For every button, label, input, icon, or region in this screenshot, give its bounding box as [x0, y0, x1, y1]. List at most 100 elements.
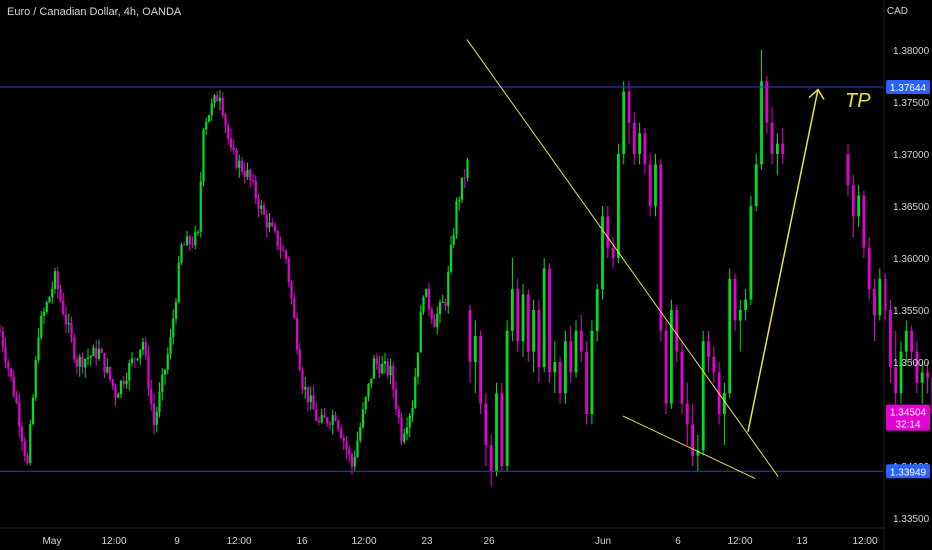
- candle-body: [728, 278, 732, 394]
- history-candle-body: [194, 232, 197, 246]
- history-candle-body: [460, 177, 464, 200]
- history-candle-body: [408, 415, 411, 428]
- history-candle-body: [414, 376, 417, 408]
- history-candle-body: [125, 380, 128, 385]
- symbol-title: Euro / Canadian Dollar, 4h, OANDA: [7, 6, 182, 18]
- history-candle-body: [419, 311, 422, 353]
- candle-body: [484, 403, 488, 446]
- history-candle-body: [166, 354, 169, 370]
- history-candle-body: [177, 262, 180, 302]
- history-candle-body: [452, 234, 455, 246]
- candle-body: [776, 143, 779, 154]
- history-candle-body: [427, 288, 431, 310]
- history-candle-body: [361, 409, 365, 428]
- history-candle-body: [323, 415, 326, 418]
- history-candle-body: [232, 147, 235, 151]
- time-tick-label: 12:00: [351, 536, 376, 547]
- candle-body: [915, 351, 919, 383]
- time-tick-label: 9: [174, 536, 180, 547]
- history-candle-body: [202, 129, 205, 182]
- history-candle-body: [306, 386, 310, 403]
- history-candle-body: [367, 383, 370, 398]
- history-candle-body: [7, 362, 10, 369]
- level-price-tag: [886, 464, 930, 479]
- time-tick-label: 13: [796, 536, 808, 547]
- history-candle-body: [15, 395, 18, 403]
- history-candle-body: [411, 407, 414, 416]
- history-candle-body: [353, 457, 356, 467]
- history-candle-body: [251, 180, 255, 182]
- history-candle-body: [117, 394, 120, 398]
- history-candle-body: [458, 199, 461, 202]
- wedge-upper-trendline[interactable]: [466, 39, 779, 477]
- history-candle-body: [436, 314, 439, 328]
- history-candle-body: [185, 236, 189, 246]
- history-candle-body: [290, 281, 293, 299]
- candle-body: [883, 278, 887, 310]
- candle-body: [579, 330, 583, 352]
- history-candle-body: [364, 397, 367, 410]
- candle-body: [670, 310, 673, 404]
- price-tick-label: 1.36000: [893, 254, 930, 265]
- candle-body: [553, 362, 557, 373]
- history-candle-body: [100, 348, 103, 354]
- history-candle-body: [26, 455, 29, 464]
- history-candle-body: [12, 376, 15, 396]
- candle-body: [733, 278, 737, 321]
- candle-body: [781, 143, 785, 154]
- history-candle-body: [18, 402, 21, 427]
- history-candle-body: [430, 309, 433, 319]
- history-candle-body: [416, 352, 420, 377]
- history-candle-body: [119, 380, 123, 395]
- history-candle-body: [287, 258, 290, 282]
- history-candle-body: [334, 415, 337, 421]
- time-tick-label: 12:00: [852, 536, 877, 547]
- history-candle-body: [397, 409, 400, 418]
- history-candle-body: [163, 369, 167, 375]
- candle-body: [558, 362, 562, 394]
- candle-body: [873, 289, 876, 316]
- trendlines-layer: [466, 39, 825, 479]
- candle-body: [627, 91, 631, 123]
- time-axis[interactable]: May 12:00 9 12:00 16 12:00 23 26 Jun 6 12:00 13 12:0…: [43, 536, 878, 547]
- time-tick-label: Jun: [595, 536, 611, 547]
- history-candle-body: [315, 409, 318, 421]
- history-candle-body: [191, 244, 194, 246]
- history-candle-body: [152, 403, 156, 426]
- history-candle-body: [133, 358, 136, 360]
- history-candle-body: [48, 296, 51, 303]
- candle-body: [590, 330, 594, 414]
- history-candle-body: [328, 423, 332, 425]
- history-candle-body: [207, 115, 211, 122]
- projection-arrow-line[interactable]: [747, 89, 819, 432]
- candle-body: [654, 164, 657, 206]
- level-price-tag: [886, 80, 930, 95]
- history-candle-body: [425, 288, 428, 298]
- history-candle-body: [155, 411, 158, 426]
- history-candle-body: [295, 317, 299, 350]
- history-candle-body: [320, 415, 323, 423]
- candle-body: [505, 330, 509, 466]
- history-candle-body: [37, 337, 40, 361]
- history-candle-body: [240, 160, 244, 172]
- wedge-lower-trendline[interactable]: [622, 415, 756, 479]
- history-candle-body: [141, 342, 145, 350]
- history-candle-body: [150, 389, 153, 404]
- history-candle-body: [51, 288, 54, 297]
- history-candle-body: [23, 441, 26, 456]
- candle-body: [473, 336, 477, 362]
- candle-body: [664, 330, 668, 404]
- history-candle-body: [394, 389, 398, 410]
- candle-body: [894, 367, 898, 394]
- history-candle-body: [279, 246, 282, 251]
- history-candle-body: [78, 356, 81, 367]
- candle-body: [926, 372, 929, 378]
- candle-body: [862, 195, 866, 248]
- candle-body: [585, 351, 588, 414]
- candle-body: [489, 445, 493, 472]
- history-candle-body: [40, 315, 43, 338]
- history-candle-body: [372, 358, 376, 379]
- history-candle-body: [337, 420, 340, 429]
- history-candle-body: [103, 353, 106, 373]
